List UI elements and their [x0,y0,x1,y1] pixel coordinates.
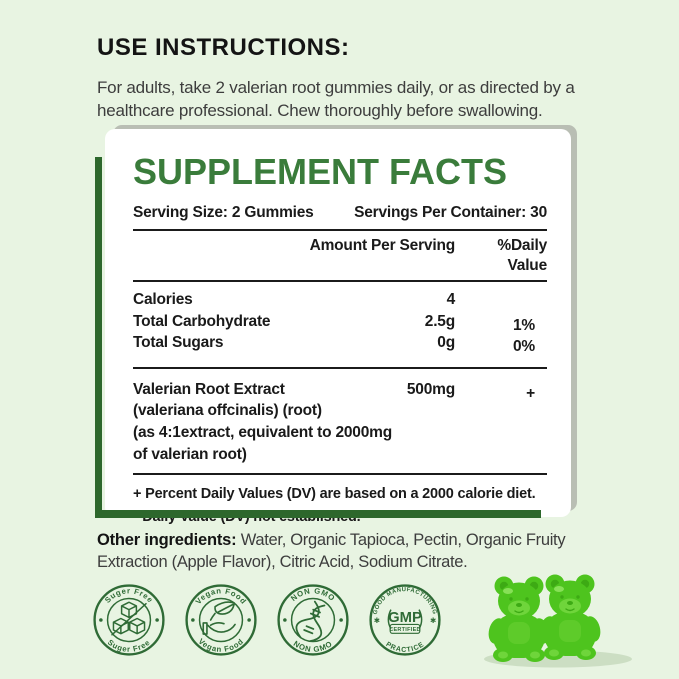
other-ingredients-label: Other ingredients: [97,531,237,549]
active-ingredient-block: Valerian Root Extract 500mg + (valeriana… [133,379,547,467]
hand-leaf-icon [202,601,236,635]
nutrient-amount: 2.5g [424,312,455,330]
gummy-bears-image [484,573,632,668]
use-instructions-heading: USE INSTRUCTIONS: [97,34,350,61]
use-instructions-text: For adults, take 2 valerian root gummies… [97,78,575,120]
nutrient-name: Total Sugars [133,334,224,351]
badge-bottom-text: Vegan Food [197,637,245,654]
ingredient-dv: + [526,384,535,402]
header-spacer [133,236,305,276]
nutrient-rows: Calories 4 Total Carbohydrate 2.5g 1% To… [133,289,547,355]
nutrient-name: Total Carbohydrate [133,312,271,330]
svg-text:Vegan Food: Vegan Food [197,637,246,654]
nutrient-dv: 0% [512,338,535,355]
other-ingredients-text: Water, Organic Tapioca, Pectin, Organic … [97,531,566,571]
ingredient-name: Valerian Root Extract [133,380,285,398]
nutrient-dv: 1% [512,316,535,334]
serving-info-row: Serving Size: 2 Gummies Servings Per Con… [133,204,547,222]
ingredient-amount: 500mg [406,380,455,398]
certification-badges: Suger Free Suger Free Vegan Food Vegan F… [92,583,442,657]
sugar-cubes-crossed-icon [111,601,147,636]
non-gmo-badge: NON GMO NON GMO [277,584,349,656]
daily-value-header: %Daily Value [497,237,547,274]
ingredient-detail: (as 4:1extract, equivalent to 2000mg [133,424,392,441]
amount-header: Amount Per Serving [309,237,456,254]
other-ingredients: Other ingredients: Water, Organic Tapioc… [97,529,603,573]
servings-per-container: Servings Per Container: 30 [354,204,547,221]
gmp-certified-text: CERTIFIED [389,627,421,633]
star-icon: ✱ [430,616,436,625]
badge-bottom-text: NON GMO [292,639,334,654]
panel-frame-left-bar [95,157,102,518]
table-row: Total Carbohydrate 2.5g 1% [133,311,547,334]
divider [133,473,547,475]
ingredient-detail: of valerian root) [133,446,247,463]
gmp-center-text: GMP [388,610,422,626]
footnote-dv: + Percent Daily Values (DV) are based on… [133,486,536,502]
gmp-certified-badge: GOOD MANUFACTURING PRACTICE GMP CERTIFIE… [369,584,441,656]
supplement-facts-panel: SUPPLEMENT FACTS Serving Size: 2 Gummies… [105,129,571,525]
nutrient-dv [455,293,547,315]
ingredient-detail: (valeriana offcinalis) (root) [133,402,322,419]
divider [133,229,547,231]
table-header-row: Amount Per Serving %Daily Value [133,236,548,276]
sugar-free-badge: Suger Free Suger Free [93,584,165,656]
svg-text:NON GMO: NON GMO [292,639,334,654]
footnotes: + Percent Daily Values (DV) are based on… [133,483,547,528]
divider [133,366,547,369]
table-row: Total Sugars 0g 0% [133,332,547,355]
supplement-facts-title: SUPPLEMENT FACTS [133,151,508,192]
panel-frame-bottom-bar [95,510,541,518]
nutrient-name: Calories [133,291,193,308]
dna-icon [295,600,326,643]
nutrient-amount: 0g [437,334,455,351]
table-row: Valerian Root Extract 500mg + [133,379,547,402]
serving-size: Serving Size: 2 Gummies [133,204,314,221]
star-icon: ✱ [374,616,380,625]
nutrient-amount: 4 [446,291,456,308]
table-row: Calories 4 [133,289,547,311]
gmp-seal-icon: GMP CERTIFIED ✱ ✱ [374,609,436,634]
vegan-food-badge: Vegan Food Vegan Food [185,584,257,656]
divider [133,280,547,282]
